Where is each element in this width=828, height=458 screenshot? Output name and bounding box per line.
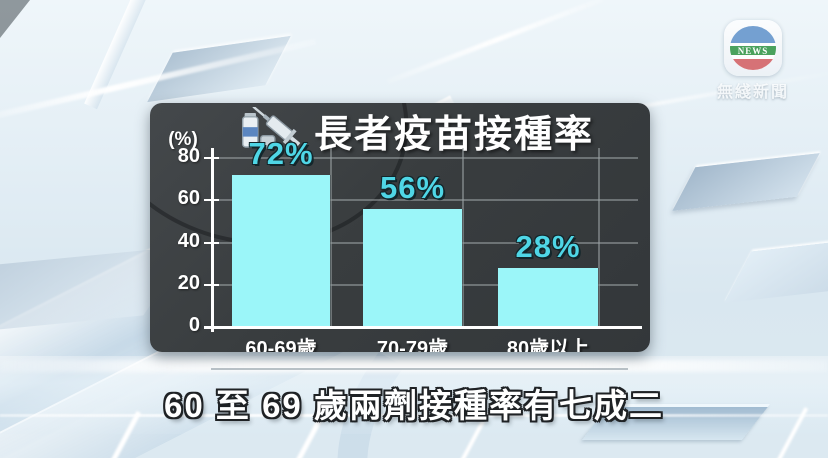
category-separator-gridline: [462, 148, 464, 327]
bar-value-label: 56%: [379, 170, 446, 205]
logo-news-band: NEWS: [730, 46, 776, 56]
y-tick-label: 0: [188, 314, 200, 336]
logo-news-text: NEWS: [737, 45, 769, 56]
logo-red-segment: [730, 58, 776, 70]
bg-light-streak: [0, 414, 828, 417]
y-tick-label: 20: [177, 271, 200, 294]
logo-white-band: [730, 42, 776, 46]
tvb-logo-icon: NEWS: [724, 20, 782, 76]
station-watermark: 無綫新聞: [716, 84, 789, 101]
bar-value-label: 28%: [515, 229, 581, 264]
divider-line: [211, 368, 628, 370]
chart-title: 長者疫苗接種率: [313, 113, 594, 156]
syringe-vial-icon: [241, 107, 301, 149]
category-separator-gridline: [598, 148, 600, 327]
bar-70-79歲: [363, 209, 462, 327]
bar-value-label: 72%: [248, 136, 314, 171]
bar-80歲以上: [498, 268, 598, 327]
x-axis-line: [204, 326, 642, 329]
tvb-logo-circle: NEWS: [730, 26, 776, 70]
y-axis-unit-label: (%): [168, 129, 198, 150]
y-gridline: [212, 199, 638, 202]
y-tick-label: 60: [177, 187, 200, 210]
category-separator-gridline: [330, 148, 332, 327]
y-tick-label: 40: [177, 229, 200, 252]
bg-corner-wedge: [0, 0, 30, 38]
bar-60-69歲: [232, 175, 330, 327]
bg-light-streak: [386, 0, 604, 85]
y-axis-line: [211, 148, 214, 332]
bg-glow-band: [0, 360, 828, 372]
category-label: 70-79歲: [376, 338, 449, 352]
bg-glass-tile: [147, 35, 291, 103]
y-tick-label: 80: [177, 145, 200, 167]
logo-blue-segment: [730, 26, 776, 43]
tvb-news-brandmark: NEWS 無綫新聞: [706, 20, 800, 102]
headline-caption: 60 至 69 歲兩劑接種率有七成二: [164, 387, 664, 424]
logo-white-band: [730, 55, 776, 59]
chart-title-row: 長者疫苗接種率: [166, 105, 650, 156]
category-label: 60-69歲: [245, 338, 317, 352]
plot-area: 0 20 40 60 80 72% 60-69歲 56% 70-79歲 28% 80歲以上: [150, 103, 650, 352]
chart-panel: 長者疫苗接種率 (%) 0 20 40 60 80 72% 60-69歲 56% 70-79歲 2…: [150, 103, 650, 352]
y-gridline: [212, 157, 638, 159]
category-label: 80歲以上: [506, 338, 590, 352]
